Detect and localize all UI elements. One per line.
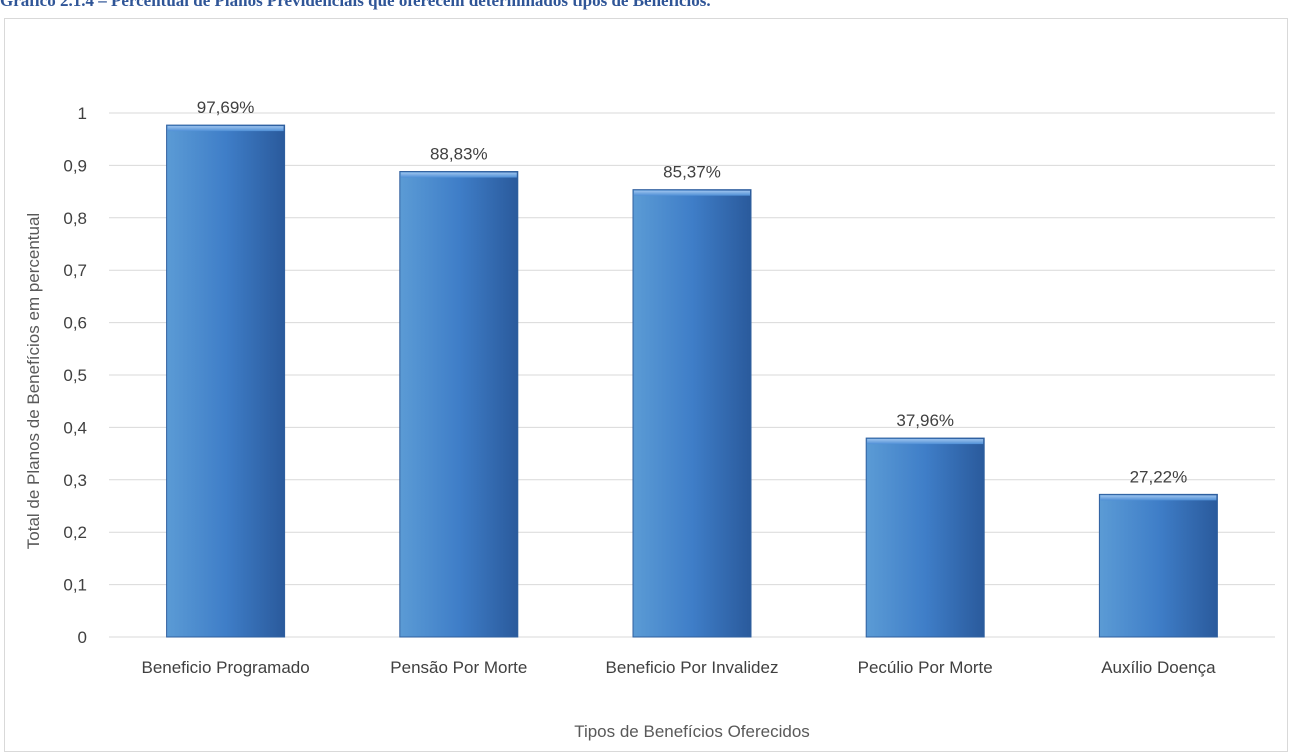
data-label: 27,22% xyxy=(1130,467,1188,486)
y-tick-label: 0,7 xyxy=(63,261,87,280)
y-tick-label: 0,1 xyxy=(63,576,87,595)
x-axis-title: Tipos de Benefícios Oferecidos xyxy=(574,722,810,741)
y-tick-label: 0,8 xyxy=(63,209,87,228)
data-label: 97,69% xyxy=(197,98,255,117)
y-tick-label: 1 xyxy=(78,104,87,123)
y-tick-label: 0,4 xyxy=(63,418,87,437)
bar xyxy=(632,189,752,638)
bars xyxy=(166,124,1218,638)
bar xyxy=(1098,493,1218,638)
category-label: Pensão Por Morte xyxy=(390,658,527,677)
y-tick-label: 0,2 xyxy=(63,523,87,542)
category-labels: Beneficio Programado Pensão Por Morte Bene… xyxy=(141,658,1216,677)
category-label: Auxílio Doença xyxy=(1101,658,1216,677)
data-label: 88,83% xyxy=(430,145,488,164)
category-label: Beneficio Por Invalidez xyxy=(606,658,779,677)
bar-highlight xyxy=(634,190,750,196)
bar-highlight xyxy=(167,126,284,132)
data-label: 85,37% xyxy=(663,163,721,182)
y-tick-label: 0,6 xyxy=(63,314,87,333)
bar xyxy=(399,171,519,638)
y-axis-title: Total de Planos de Benefícios em percent… xyxy=(24,213,43,549)
y-tick-label: 0,5 xyxy=(63,366,87,385)
data-labels: 97,69% 88,83% 85,37% 37,96% 27,22% xyxy=(197,98,1187,486)
bar-highlight xyxy=(400,172,517,178)
data-label: 37,96% xyxy=(896,411,954,430)
bar-highlight xyxy=(1100,495,1217,501)
bar-highlight xyxy=(867,439,984,445)
bar xyxy=(166,124,286,638)
y-tick-label: 0,9 xyxy=(63,156,87,175)
bar-chart: 0 0,1 0,2 0,3 0,4 0,5 0,6 0,7 0,8 0,9 1 97,69% 88,8… xyxy=(24,98,1275,741)
y-tick-label: 0,3 xyxy=(63,471,87,490)
chart-frame: 0 0,1 0,2 0,3 0,4 0,5 0,6 0,7 0,8 0,9 1 97,69% 88,8… xyxy=(4,18,1288,752)
y-tick-label: 0 xyxy=(78,628,87,647)
chart-caption: Gráfico 2.1.4 – Percentual de Planos Pre… xyxy=(0,0,711,10)
category-label: Pecúlio Por Morte xyxy=(858,658,993,677)
bar xyxy=(865,437,985,638)
y-axis-ticks: 0 0,1 0,2 0,3 0,4 0,5 0,6 0,7 0,8 0,9 1 xyxy=(63,104,87,647)
category-label: Beneficio Programado xyxy=(141,658,309,677)
